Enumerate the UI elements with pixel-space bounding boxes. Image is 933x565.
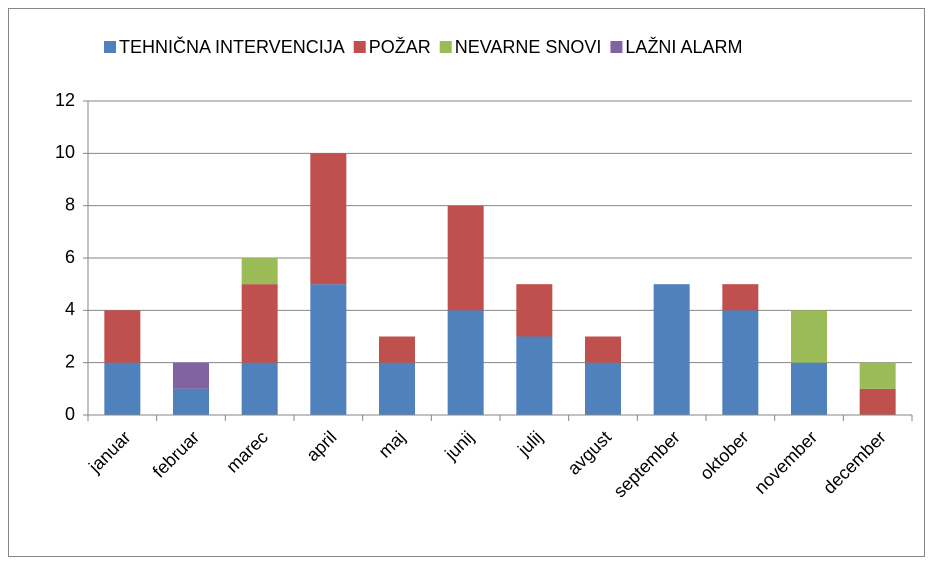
legend-label: NEVARNE SNOVI bbox=[455, 37, 602, 57]
y-tick-label: 8 bbox=[65, 194, 75, 214]
bar bbox=[585, 362, 621, 415]
bar bbox=[653, 284, 690, 415]
bar bbox=[516, 284, 553, 337]
bar bbox=[104, 310, 141, 363]
bar bbox=[310, 153, 347, 285]
legend-swatch bbox=[439, 41, 452, 53]
y-tick-label: 10 bbox=[55, 142, 75, 162]
bar bbox=[241, 362, 278, 415]
legend-swatch bbox=[610, 41, 623, 53]
bar bbox=[379, 362, 415, 415]
y-tick-label: 4 bbox=[65, 299, 75, 319]
bar bbox=[447, 310, 484, 415]
bar bbox=[859, 362, 896, 389]
bar bbox=[585, 336, 621, 363]
bar bbox=[791, 362, 827, 415]
y-tick-label: 12 bbox=[55, 90, 75, 110]
bar bbox=[379, 336, 415, 363]
bar bbox=[173, 388, 209, 415]
legend-swatch bbox=[353, 41, 366, 53]
bar bbox=[516, 336, 553, 415]
legend-swatch bbox=[104, 41, 116, 53]
legend-label: LAŽNI ALARM bbox=[625, 37, 742, 57]
y-tick-label: 0 bbox=[65, 404, 75, 424]
y-tick-label: 6 bbox=[65, 247, 75, 267]
bar bbox=[791, 310, 827, 363]
bar bbox=[241, 284, 278, 363]
bar bbox=[173, 362, 209, 389]
bar bbox=[859, 388, 896, 415]
bar bbox=[104, 362, 141, 415]
legend-label: TEHNIČNA INTERVENCIJA bbox=[119, 36, 345, 57]
y-tick-label: 2 bbox=[65, 351, 75, 371]
bar bbox=[241, 258, 278, 285]
bar bbox=[722, 310, 759, 415]
legend-label: POŽAR bbox=[369, 37, 431, 57]
bar bbox=[447, 205, 484, 311]
bar bbox=[722, 284, 759, 311]
bar bbox=[310, 284, 347, 415]
